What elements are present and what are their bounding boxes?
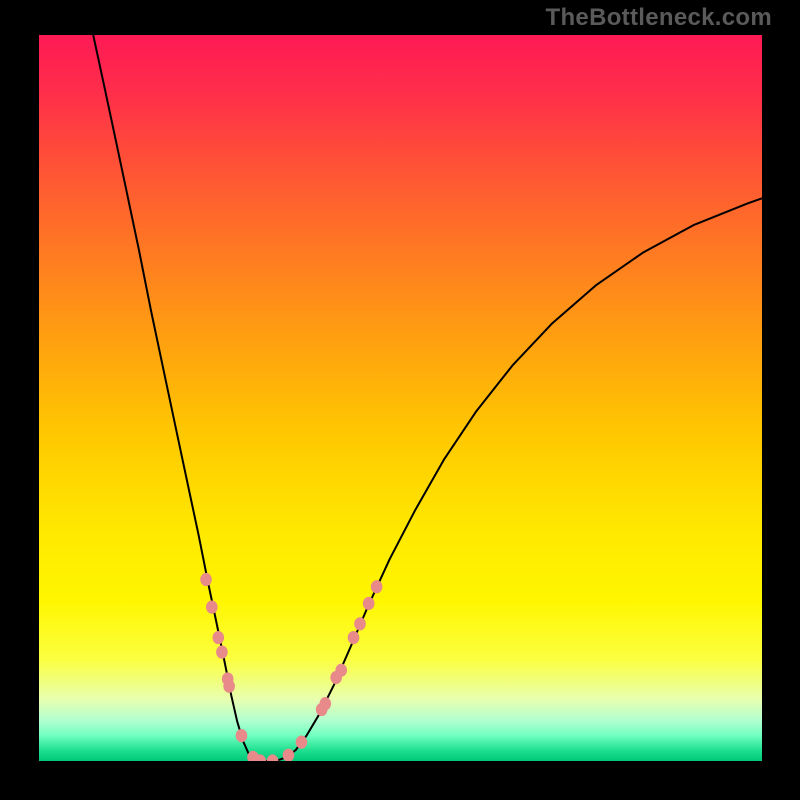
data-marker bbox=[283, 749, 295, 762]
data-marker bbox=[206, 600, 218, 613]
data-marker bbox=[363, 597, 375, 610]
data-marker bbox=[320, 697, 332, 710]
data-marker bbox=[348, 631, 360, 644]
chart-container: TheBottleneck.com bbox=[0, 0, 800, 800]
data-marker bbox=[223, 680, 235, 693]
plot-area bbox=[39, 35, 762, 761]
data-marker bbox=[216, 646, 228, 659]
data-marker bbox=[213, 631, 225, 644]
watermark-text: TheBottleneck.com bbox=[546, 4, 772, 32]
data-marker bbox=[354, 617, 366, 630]
data-marker bbox=[371, 580, 383, 593]
data-marker bbox=[200, 573, 212, 586]
data-marker bbox=[236, 729, 248, 742]
data-marker bbox=[296, 736, 308, 749]
data-marker bbox=[335, 664, 347, 677]
bottleneck-chart bbox=[0, 0, 800, 800]
